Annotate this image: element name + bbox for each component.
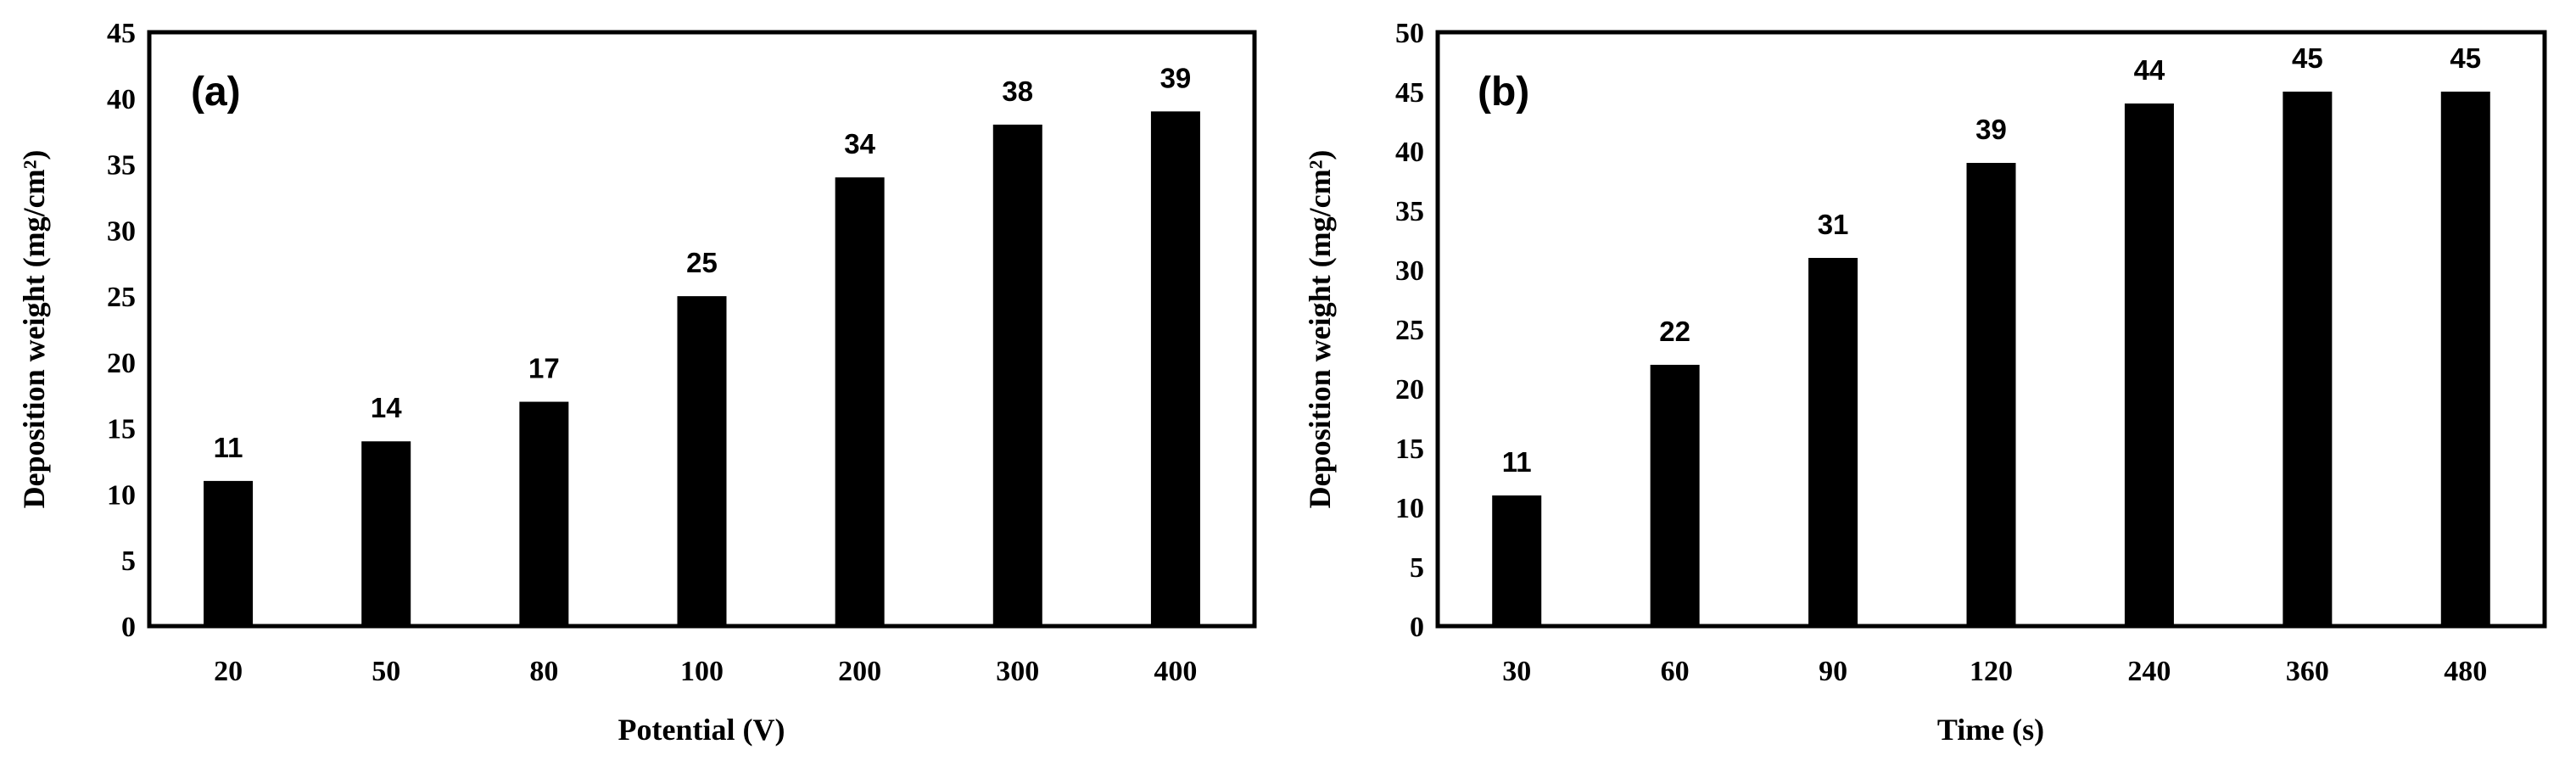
x-tick-label-a: 300 [996,656,1039,687]
x-tick-label-b: 360 [2286,656,2329,687]
y-tick-label-b: 45 [1395,77,1424,109]
bar-value-label-b: 31 [1818,209,1849,240]
y-tick-label-a: 10 [107,479,136,511]
bar-b-240 [2124,104,2174,626]
y-tick-label-b: 35 [1395,196,1424,227]
x-tick-labels-a: 20 50 80 100 200 300 400 [214,656,1197,687]
y-tick-label-a: 40 [107,84,136,115]
bar-b-120 [1966,163,2016,626]
x-axis-title-b: Time (s) [1937,713,2044,747]
x-tick-label-b: 90 [1819,656,1847,687]
bar-b-480 [2440,92,2490,626]
y-tick-labels-b: 0 5 10 15 20 25 30 35 40 45 50 [1395,18,1424,643]
x-axis-title-a: Potential (V) [618,713,785,747]
y-tick-labels-a: 0 5 10 15 20 25 30 35 40 45 [107,18,136,643]
bar-b-60 [1650,365,1700,626]
x-tick-label-b: 120 [1970,656,2013,687]
y-tick-label-a: 0 [121,612,136,643]
bars-a [204,111,1200,627]
panel-label-b: (b) [1478,70,1529,115]
bar-a-80 [519,401,569,626]
y-tick-label-a: 25 [107,282,136,313]
bar-value-labels-a: 11 14 17 25 34 38 39 [214,62,1192,463]
bar-value-label-a: 11 [214,432,243,463]
bar-value-labels-b: 11 22 31 39 44 45 45 [1502,42,2481,478]
y-tick-label-b: 10 [1395,493,1424,524]
y-tick-label-a: 20 [107,348,136,379]
x-tick-label-a: 50 [372,656,400,687]
bar-a-50 [361,441,411,626]
bar-value-label-b: 22 [1659,316,1690,347]
bar-value-label-b: 11 [1502,446,1532,478]
y-tick-label-b: 25 [1395,315,1424,346]
y-tick-label-b: 5 [1410,552,1424,584]
bar-value-label-b: 44 [2134,54,2165,86]
bar-a-200 [835,177,885,627]
bar-a-100 [677,296,727,626]
y-axis-title-a: Deposition weight (mg/cm²) [17,150,51,509]
y-tick-label-a: 5 [121,546,136,577]
bar-b-90 [1808,258,1858,626]
bar-value-label-a: 34 [844,128,875,159]
bar-value-label-b: 39 [1975,114,2007,145]
bar-value-label-a: 38 [1002,76,1033,107]
bar-a-300 [992,124,1042,626]
bar-b-360 [2283,92,2333,626]
x-tick-label-a: 400 [1154,656,1197,687]
y-tick-label-a: 30 [107,215,136,247]
y-tick-label-a: 35 [107,150,136,182]
y-axis-title-b: Deposition weight (mg/cm²) [1303,150,1337,509]
bar-value-label-b: 45 [2450,42,2481,74]
x-tick-label-a: 100 [680,656,724,687]
x-tick-label-b: 60 [1661,656,1690,687]
chart-panel-a: (a) 0 5 10 15 20 25 30 35 40 45 20 50 80 100 200 300 40… [17,18,1257,747]
x-tick-label-a: 20 [214,656,243,687]
y-tick-label-b: 50 [1395,18,1424,49]
bar-value-label-a: 39 [1160,62,1192,93]
bar-a-400 [1150,111,1200,627]
bars-b [1492,92,2490,626]
y-tick-label-b: 15 [1395,434,1424,465]
x-tick-labels-b: 30 60 90 120 240 360 480 [1502,656,2487,687]
bar-value-label-a: 14 [371,392,402,423]
y-tick-label-b: 20 [1395,374,1424,406]
x-tick-label-b: 30 [1502,656,1531,687]
x-tick-label-a: 200 [838,656,881,687]
y-tick-label-a: 45 [107,18,136,49]
bar-b-30 [1492,495,1542,626]
bar-value-label-a: 25 [686,247,718,278]
y-tick-label-b: 40 [1395,137,1424,168]
x-tick-label-b: 480 [2444,656,2487,687]
y-tick-label-b: 0 [1410,612,1424,643]
y-tick-label-b: 30 [1395,255,1424,287]
y-tick-label-a: 15 [107,414,136,445]
panel-label-a: (a) [191,70,241,115]
x-tick-label-b: 240 [2127,656,2171,687]
x-tick-label-a: 80 [529,656,558,687]
chart-panel-b: (b) 0 5 10 15 20 25 30 35 40 45 50 30 60 90 120 240 360… [1303,18,2547,747]
bar-value-label-a: 17 [528,353,560,384]
bar-a-20 [204,480,254,626]
bar-value-label-b: 45 [2292,42,2323,74]
